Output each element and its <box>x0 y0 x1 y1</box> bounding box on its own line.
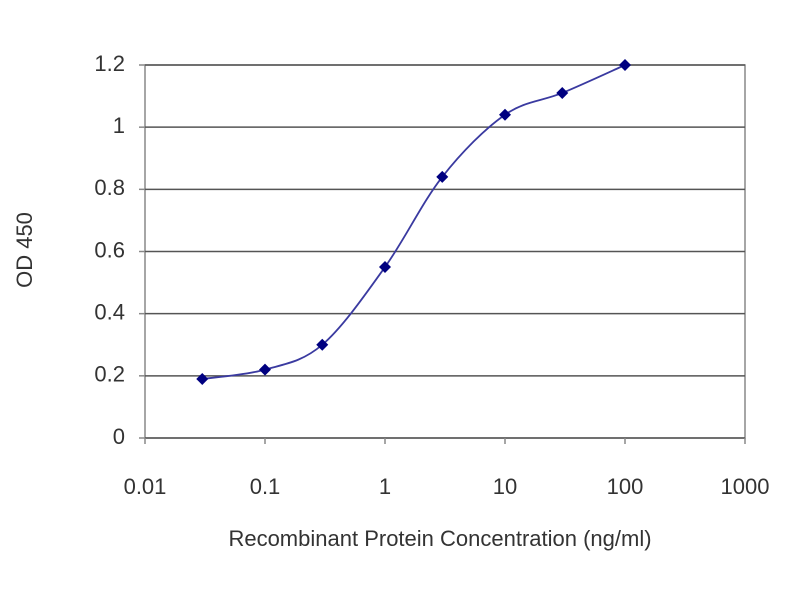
x-tick-label: 1000 <box>721 474 770 499</box>
data-point <box>196 372 209 385</box>
x-tick-label: 100 <box>607 474 644 499</box>
data-line <box>202 64 626 380</box>
data-point <box>499 108 511 121</box>
y-tick-label: 0 <box>113 424 125 449</box>
x-tick-label: 0.01 <box>124 474 167 499</box>
data-point <box>619 59 631 71</box>
y-tick-label: 0.6 <box>94 237 125 262</box>
y-axis-label: OD 450 <box>12 212 37 288</box>
y-tick-label: 1.2 <box>94 51 125 76</box>
y-tick-label: 1 <box>113 113 125 138</box>
x-axis-label: Recombinant Protein Concentration (ng/ml… <box>228 526 651 551</box>
data-point <box>436 170 449 183</box>
data-point <box>259 363 271 376</box>
data-point <box>379 261 391 274</box>
y-tick-label: 0.4 <box>94 299 125 324</box>
y-tick-label: 0.8 <box>94 175 125 200</box>
data-point <box>316 338 329 351</box>
x-tick-label: 1 <box>379 474 391 499</box>
x-tick-label: 0.1 <box>250 474 281 499</box>
y-tick-label: 0.2 <box>94 362 125 387</box>
x-tick-label: 10 <box>493 474 517 499</box>
data-point <box>556 86 569 99</box>
